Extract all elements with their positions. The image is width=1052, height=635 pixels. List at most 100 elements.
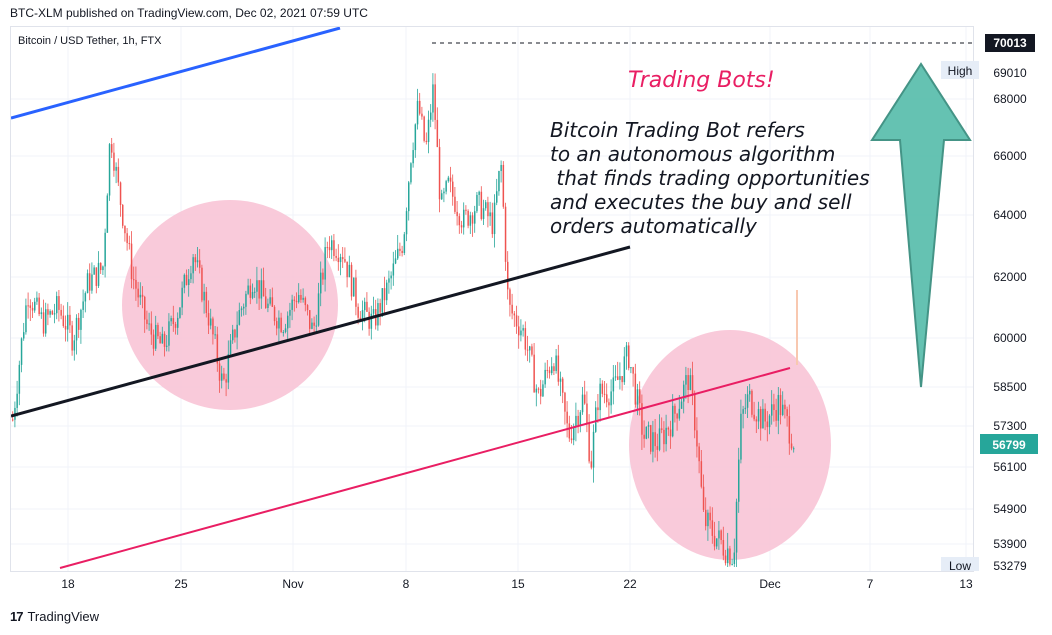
candle-body <box>757 409 760 422</box>
candle-body <box>579 412 582 425</box>
candle-body <box>40 312 43 315</box>
symbol-legend: Bitcoin / USD Tether, 1h, FTX <box>18 35 162 47</box>
candle-body <box>247 285 249 294</box>
candle-body <box>267 303 269 308</box>
candle-body <box>350 264 353 297</box>
candle-body <box>478 191 480 195</box>
candle-body <box>663 429 665 445</box>
candle-body <box>315 325 318 327</box>
candle-body <box>496 191 498 203</box>
candle-body <box>342 257 344 260</box>
candle-body <box>656 446 659 450</box>
candle-body <box>540 388 542 397</box>
candle-body <box>632 367 634 374</box>
x-axis[interactable]: 18 25 Nov 8 15 22 Dec 7 13 <box>61 577 973 591</box>
candle-body <box>256 280 258 292</box>
candle-body <box>485 202 487 209</box>
y-axis[interactable]: 53900 54900 56100 57300 58500 60000 62000 64000… <box>993 92 1027 551</box>
candle-body <box>280 317 282 333</box>
candle-body <box>251 291 254 298</box>
candle-body <box>570 438 573 441</box>
y-tick-label: 57300 <box>993 419 1027 433</box>
candle-body <box>368 311 370 329</box>
footer[interactable]: 17 TradingView <box>10 609 99 624</box>
low-label-text: Low <box>949 559 971 573</box>
candle-body <box>502 164 505 207</box>
x-tick-label: 13 <box>959 577 973 591</box>
annotation-line: that finds trading opportunities <box>550 166 870 190</box>
candle-body <box>249 285 252 298</box>
candles <box>12 73 795 567</box>
candle-body <box>148 323 150 325</box>
candle-body <box>106 195 109 233</box>
candle-body <box>463 209 465 228</box>
candle-body <box>432 84 434 113</box>
candle-body <box>529 346 531 351</box>
current-price-label: 56799 <box>980 434 1038 454</box>
candle-body <box>62 315 65 326</box>
annotation-line: Bitcoin Trading Bot refers <box>550 118 805 142</box>
annotation-line: to an autonomous algorithm <box>550 142 835 166</box>
candle-body <box>84 293 87 302</box>
candle-body <box>724 555 727 564</box>
annotation-headline: Trading Bots! <box>628 68 775 93</box>
candle-body <box>221 373 223 381</box>
candle-body <box>480 191 483 219</box>
candle-body <box>744 407 747 410</box>
candle-body <box>236 324 238 338</box>
candle-body <box>625 345 628 357</box>
candle-body <box>401 250 403 254</box>
y-tick-label: 64000 <box>993 208 1027 222</box>
candle-body <box>559 378 562 382</box>
candle-body <box>293 299 296 301</box>
candle-body <box>786 409 788 417</box>
candle-body <box>577 415 579 425</box>
candle-body <box>119 182 122 205</box>
candle-body <box>658 428 661 450</box>
candle-body <box>16 393 18 408</box>
candle-body <box>491 212 494 235</box>
candle-body <box>229 340 232 355</box>
candle-body <box>727 548 729 564</box>
candle-body <box>634 373 637 405</box>
candle-body <box>58 296 60 310</box>
candle-body <box>735 501 738 553</box>
candle-body <box>458 216 461 226</box>
top-marker-label: 70013 <box>985 34 1035 52</box>
candle-body <box>766 421 769 428</box>
candle-body <box>760 409 762 429</box>
candle-body <box>537 388 540 390</box>
footer-brand: TradingView <box>27 609 100 624</box>
candle-body <box>313 322 315 326</box>
candle-body <box>793 448 795 450</box>
candle-body <box>500 164 502 172</box>
candle-body <box>423 116 425 141</box>
candle-body <box>628 345 630 369</box>
candle-body <box>302 297 304 300</box>
candle-body <box>218 363 221 381</box>
candle-body <box>117 166 120 183</box>
candle-body <box>344 259 346 262</box>
candle-body <box>553 366 555 372</box>
candle-body <box>287 315 289 329</box>
candle-body <box>159 336 161 344</box>
candle-body <box>115 166 117 171</box>
candle-body <box>738 459 740 502</box>
candle-body <box>768 415 771 428</box>
candle-body <box>551 366 553 374</box>
candle-body <box>520 330 522 336</box>
candle-body <box>122 204 124 226</box>
candle-body <box>665 427 667 445</box>
candle-body <box>722 540 725 556</box>
high-label-value: 69010 <box>993 66 1027 80</box>
candle-body <box>412 150 414 164</box>
candle-body <box>89 273 91 291</box>
candle-body <box>71 325 73 351</box>
candle-body <box>652 432 654 452</box>
x-tick-label: 25 <box>174 577 188 591</box>
candle-body <box>771 404 773 416</box>
candle-body <box>661 428 663 430</box>
candle-body <box>425 140 428 143</box>
candle-body <box>639 389 641 404</box>
